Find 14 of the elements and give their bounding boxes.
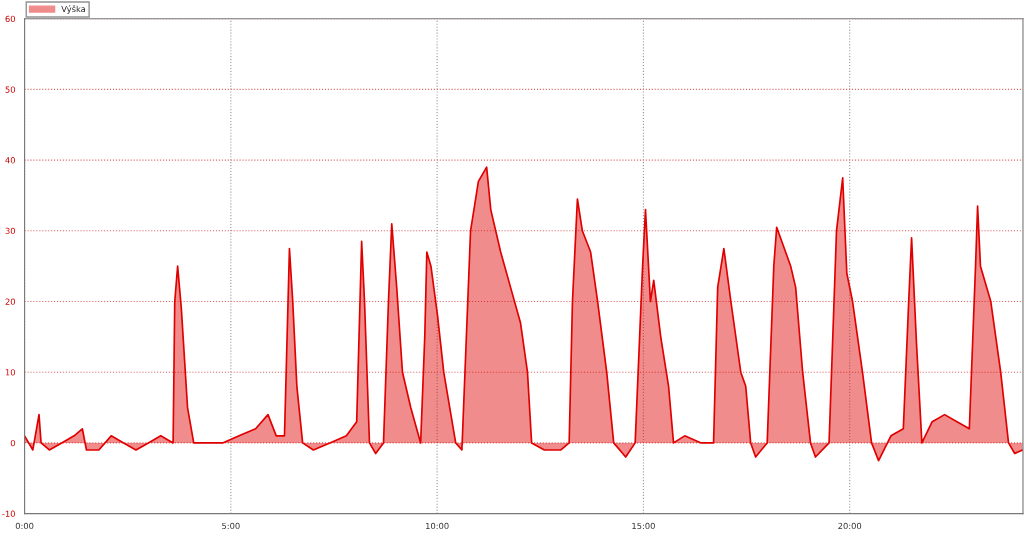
x-tick-label: 20:00 bbox=[838, 522, 862, 530]
y-tick-label: 30 bbox=[5, 227, 15, 235]
y-tick-label: 0 bbox=[10, 439, 15, 447]
x-tick-label: 15:00 bbox=[632, 522, 655, 530]
y-tick-label: 20 bbox=[5, 298, 15, 305]
y-tick-label: 10 bbox=[5, 369, 15, 376]
y-tick-label: 60 bbox=[5, 15, 15, 23]
x-tick-label: 10:00 bbox=[426, 522, 449, 530]
y-tick-label: 50 bbox=[5, 86, 15, 93]
y-tick-label: 40 bbox=[5, 157, 15, 164]
legend-label: Výška bbox=[61, 5, 86, 14]
x-tick-label: 0:00 bbox=[15, 522, 34, 530]
y-tick-label: -10 bbox=[2, 510, 15, 517]
x-tick-label: 5:00 bbox=[222, 522, 240, 530]
